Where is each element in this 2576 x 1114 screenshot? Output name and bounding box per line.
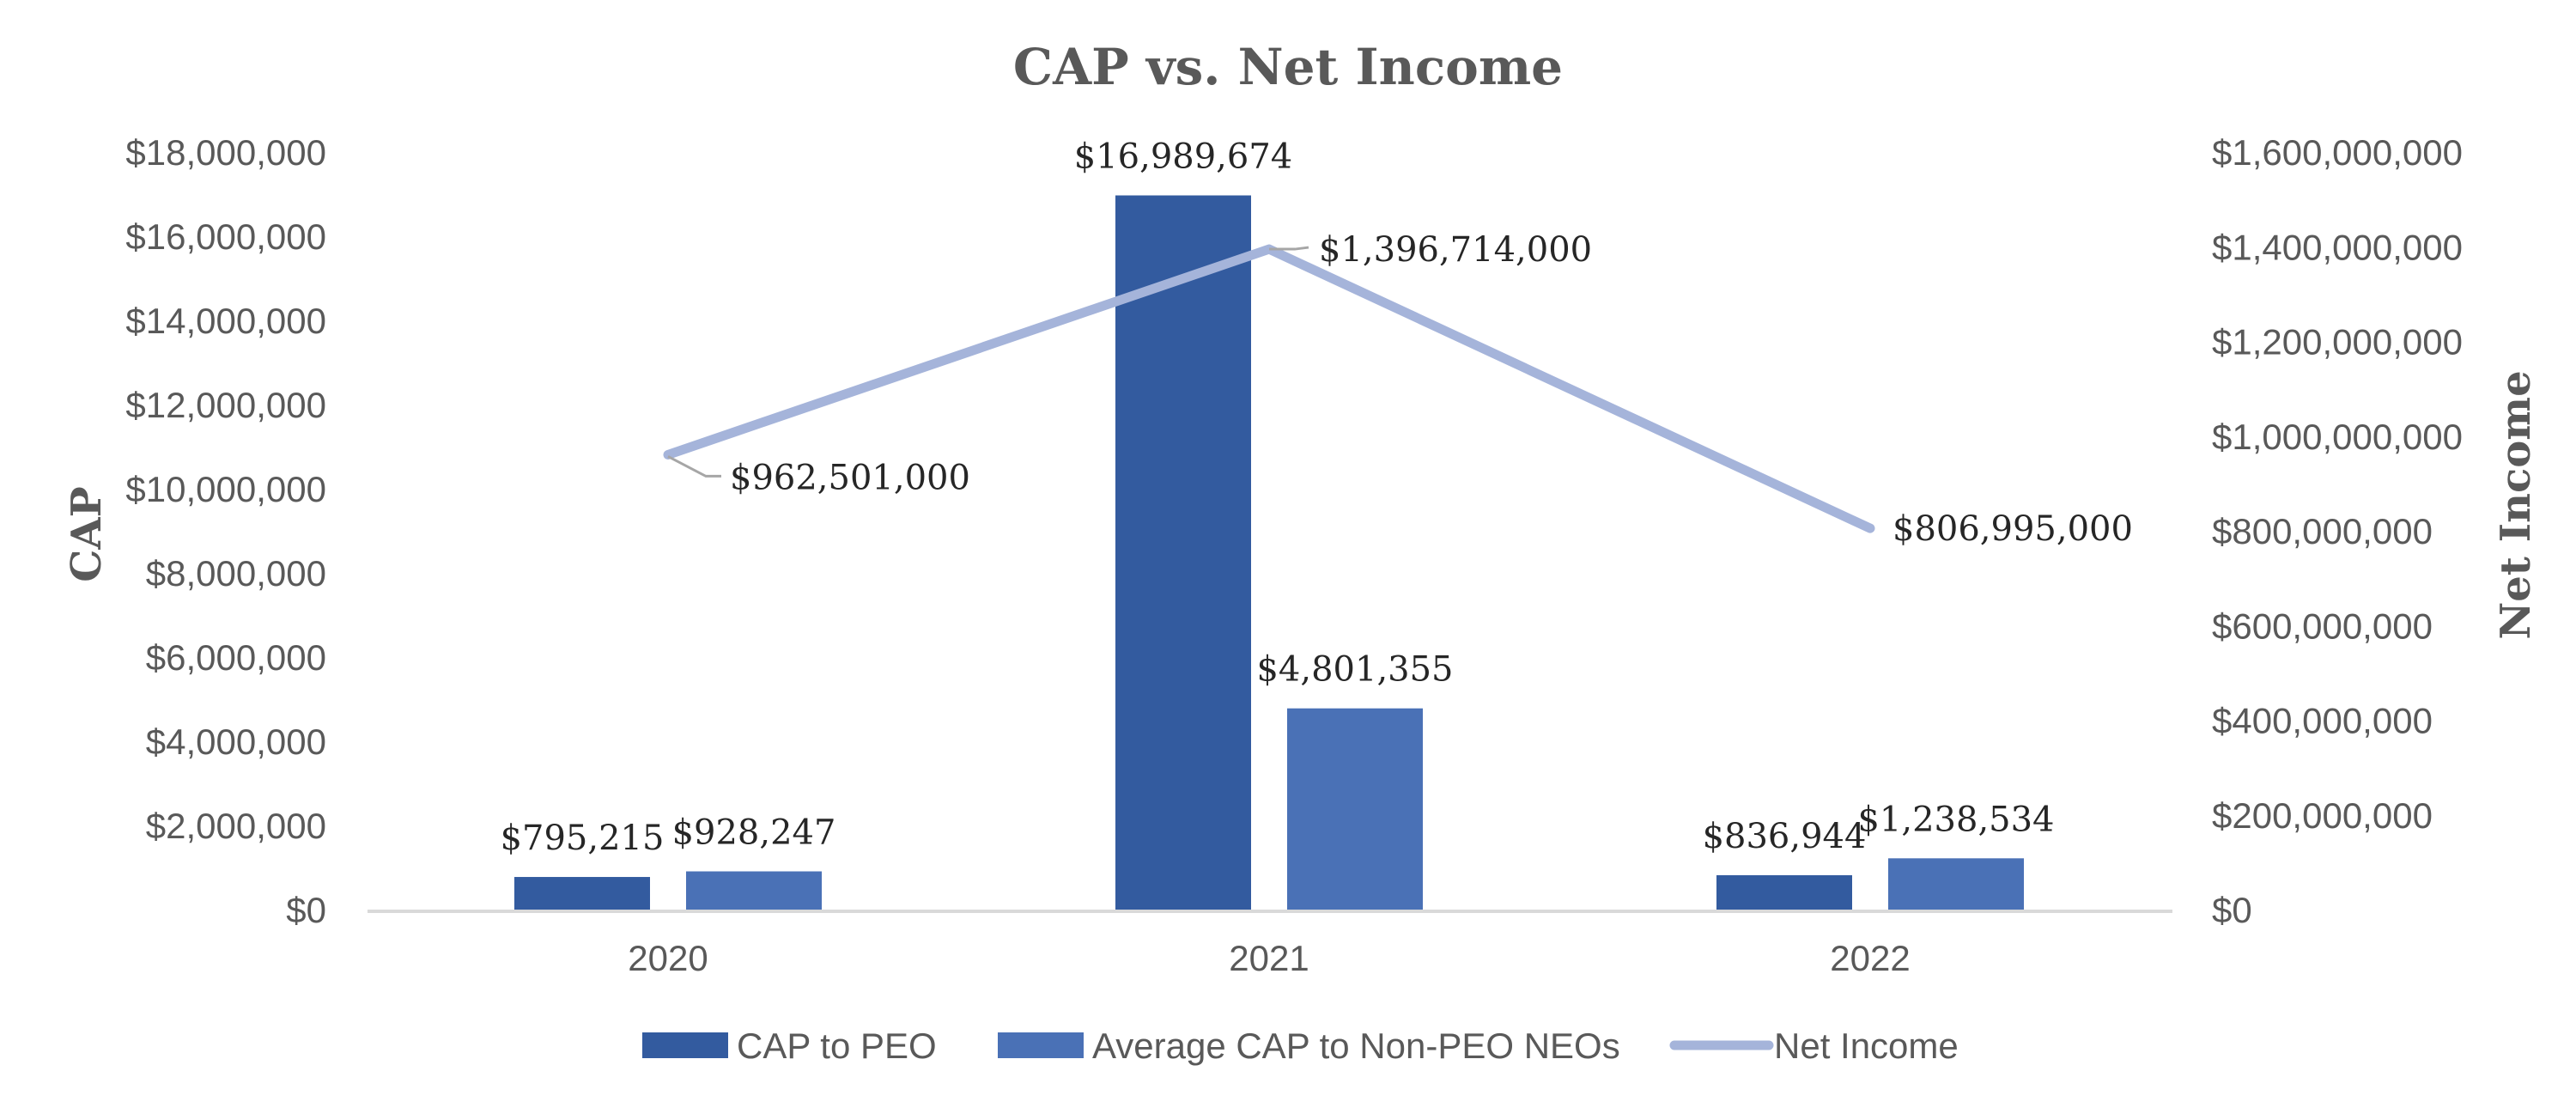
left-axis-tick-label: $8,000,000 xyxy=(146,553,326,594)
legend-swatch-avg-cap-non-peo xyxy=(998,1032,1084,1058)
bar-data-label: $4,801,355 xyxy=(1256,650,1453,690)
legend-label: Average CAP to Non-PEO NEOs xyxy=(1092,1026,1620,1066)
x-axis-tick-label: 2022 xyxy=(1830,938,1910,978)
line-data-label: $1,396,714,000 xyxy=(1319,230,1592,270)
right-axis-tick-label: $1,400,000,000 xyxy=(2212,227,2463,267)
left-axis-tick-label: $16,000,000 xyxy=(125,216,326,257)
left-axis-tick-label: $6,000,000 xyxy=(146,637,326,678)
bar-cap-to-peo-2021 xyxy=(1115,195,1251,910)
left-axis-tick-label: $10,000,000 xyxy=(125,469,326,509)
bar-cap-to-peo-2022 xyxy=(1716,874,1852,910)
right-axis-tick-label: $400,000,000 xyxy=(2212,701,2433,741)
bar-data-label: $795,215 xyxy=(501,819,665,858)
right-axis-tick-label: $1,000,000,000 xyxy=(2212,417,2463,457)
right-axis-tick-label: $1,200,000,000 xyxy=(2212,322,2463,362)
leader-line xyxy=(1269,246,1309,251)
legend: CAP to PEO Average CAP to Non-PEO NEOs Net… xyxy=(642,1026,1959,1066)
left-axis-tick-label: $0 xyxy=(286,890,326,930)
left-axis-tick-label: $14,000,000 xyxy=(125,301,326,341)
left-axis-tick-label: $4,000,000 xyxy=(146,721,326,762)
right-axis-tick-label: $1,600,000,000 xyxy=(2212,132,2463,173)
bar-data-label: $928,247 xyxy=(672,813,836,853)
legend-swatch-cap-to-peo xyxy=(642,1032,728,1058)
bar-avg-cap-non-peo-2021 xyxy=(1287,708,1423,910)
x-axis-tick-label: 2021 xyxy=(1229,938,1309,978)
left-axis-tick-label: $12,000,000 xyxy=(125,385,326,425)
left-axis-ticks: $0 $2,000,000 $4,000,000 $6,000,000 $8,000,0… xyxy=(125,132,326,930)
left-axis-tick-label: $2,000,000 xyxy=(146,806,326,846)
x-axis-ticks: 2020 2021 2022 xyxy=(628,938,1910,978)
legend-label: CAP to PEO xyxy=(737,1026,937,1066)
bar-avg-cap-non-peo-2022 xyxy=(1888,858,2024,910)
bar-data-label: $1,238,534 xyxy=(1857,800,2054,839)
line-layer xyxy=(663,244,1875,533)
bars-layer xyxy=(514,195,2024,910)
bar-data-label: $16,989,674 xyxy=(1074,137,1292,177)
right-axis-title: Net Income xyxy=(2492,370,2540,639)
data-labels-layer: $795,215 $16,989,674 $836,944 $928,247 $4,80… xyxy=(501,137,2133,859)
leader-line xyxy=(667,455,721,478)
line-data-label: $806,995,000 xyxy=(1893,509,2133,549)
right-axis-tick-label: $0 xyxy=(2212,890,2252,930)
right-axis-tick-label: $600,000,000 xyxy=(2212,606,2433,646)
right-axis-ticks: $0 $200,000,000 $400,000,000 $600,000,000 $8… xyxy=(2212,132,2463,930)
bar-cap-to-peo-2020 xyxy=(514,877,650,910)
right-axis-tick-label: $800,000,000 xyxy=(2212,511,2433,551)
right-axis-tick-label: $200,000,000 xyxy=(2212,795,2433,836)
x-axis-tick-label: 2020 xyxy=(628,938,708,978)
bar-avg-cap-non-peo-2020 xyxy=(686,871,822,910)
bar-data-label: $836,944 xyxy=(1703,817,1867,856)
left-axis-title: CAP xyxy=(63,486,111,582)
line-data-label: $962,501,000 xyxy=(730,458,970,497)
legend-label: Net Income xyxy=(1774,1026,1959,1066)
left-axis-tick-label: $18,000,000 xyxy=(125,132,326,173)
chart-title: CAP vs. Net Income xyxy=(1013,38,1563,96)
